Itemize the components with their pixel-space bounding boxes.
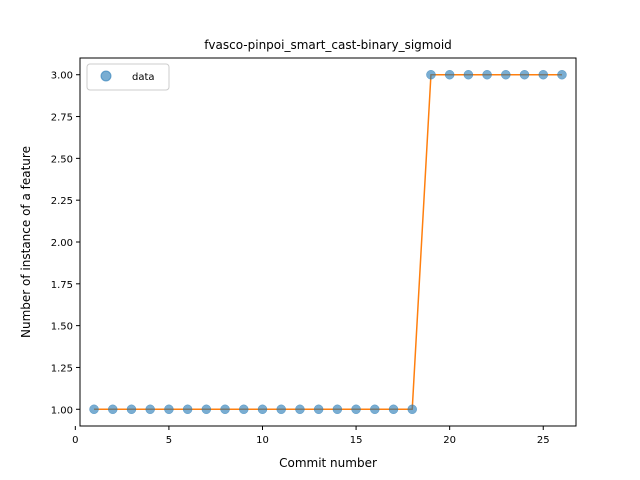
y-tick-label: 2.50	[51, 154, 73, 165]
data-point	[463, 69, 474, 80]
y-tick-label: 1.25	[51, 363, 73, 374]
x-tick-label: 0	[72, 435, 78, 446]
y-tick-label: 1.50	[51, 322, 73, 333]
x-tick-label: 10	[256, 435, 269, 446]
data-point	[501, 69, 511, 80]
data-point	[519, 69, 530, 80]
legend: data	[86, 63, 170, 91]
data-point	[108, 404, 118, 415]
y-tick-label: 2.75	[51, 113, 73, 124]
data-point	[89, 404, 99, 415]
chart-title: fvasco-pinpoi_smart_cast-binary_sigmoid	[204, 38, 452, 52]
legend-label: data	[132, 72, 155, 83]
data-point	[444, 69, 455, 80]
data-point	[182, 404, 193, 415]
axes-frame	[79, 57, 577, 427]
data-point	[201, 404, 212, 415]
x-tick-label: 25	[537, 435, 550, 446]
data-point	[426, 69, 436, 80]
data-point	[482, 69, 492, 80]
data-point	[295, 404, 305, 415]
x-axis-label: Commit number	[279, 456, 377, 470]
y-tick-label: 2.25	[51, 196, 73, 207]
data-point	[388, 404, 399, 415]
data-point	[164, 404, 174, 415]
legend-frame	[86, 63, 170, 91]
data-point	[257, 404, 268, 415]
x-tick-label: 15	[350, 435, 363, 446]
data-point	[126, 404, 137, 415]
data-point	[370, 404, 380, 415]
legend-marker	[100, 70, 112, 82]
y-tick-label: 3.00	[51, 71, 73, 82]
y-tick-label: 2.00	[51, 238, 73, 249]
plot-area: 0 5 10 15 20 25 1.00 1.25 1.50 1.75 2.00 2.25 2.50 2.…	[51, 57, 577, 446]
data-point	[538, 69, 548, 80]
x-tick-label: 5	[166, 435, 172, 446]
x-tick-label: 20	[443, 435, 456, 446]
data-point	[276, 404, 286, 415]
data-point	[239, 404, 249, 415]
data-point	[220, 404, 230, 415]
y-tick-label: 1.75	[51, 280, 73, 291]
y-tick-label: 1.00	[51, 405, 73, 416]
data-point	[557, 69, 567, 80]
data-point	[407, 404, 417, 415]
data-point	[145, 404, 155, 415]
y-axis-label: Number of instance of a feature	[19, 146, 33, 338]
data-point	[332, 404, 343, 415]
data-point	[313, 404, 324, 415]
data-point	[351, 404, 361, 415]
